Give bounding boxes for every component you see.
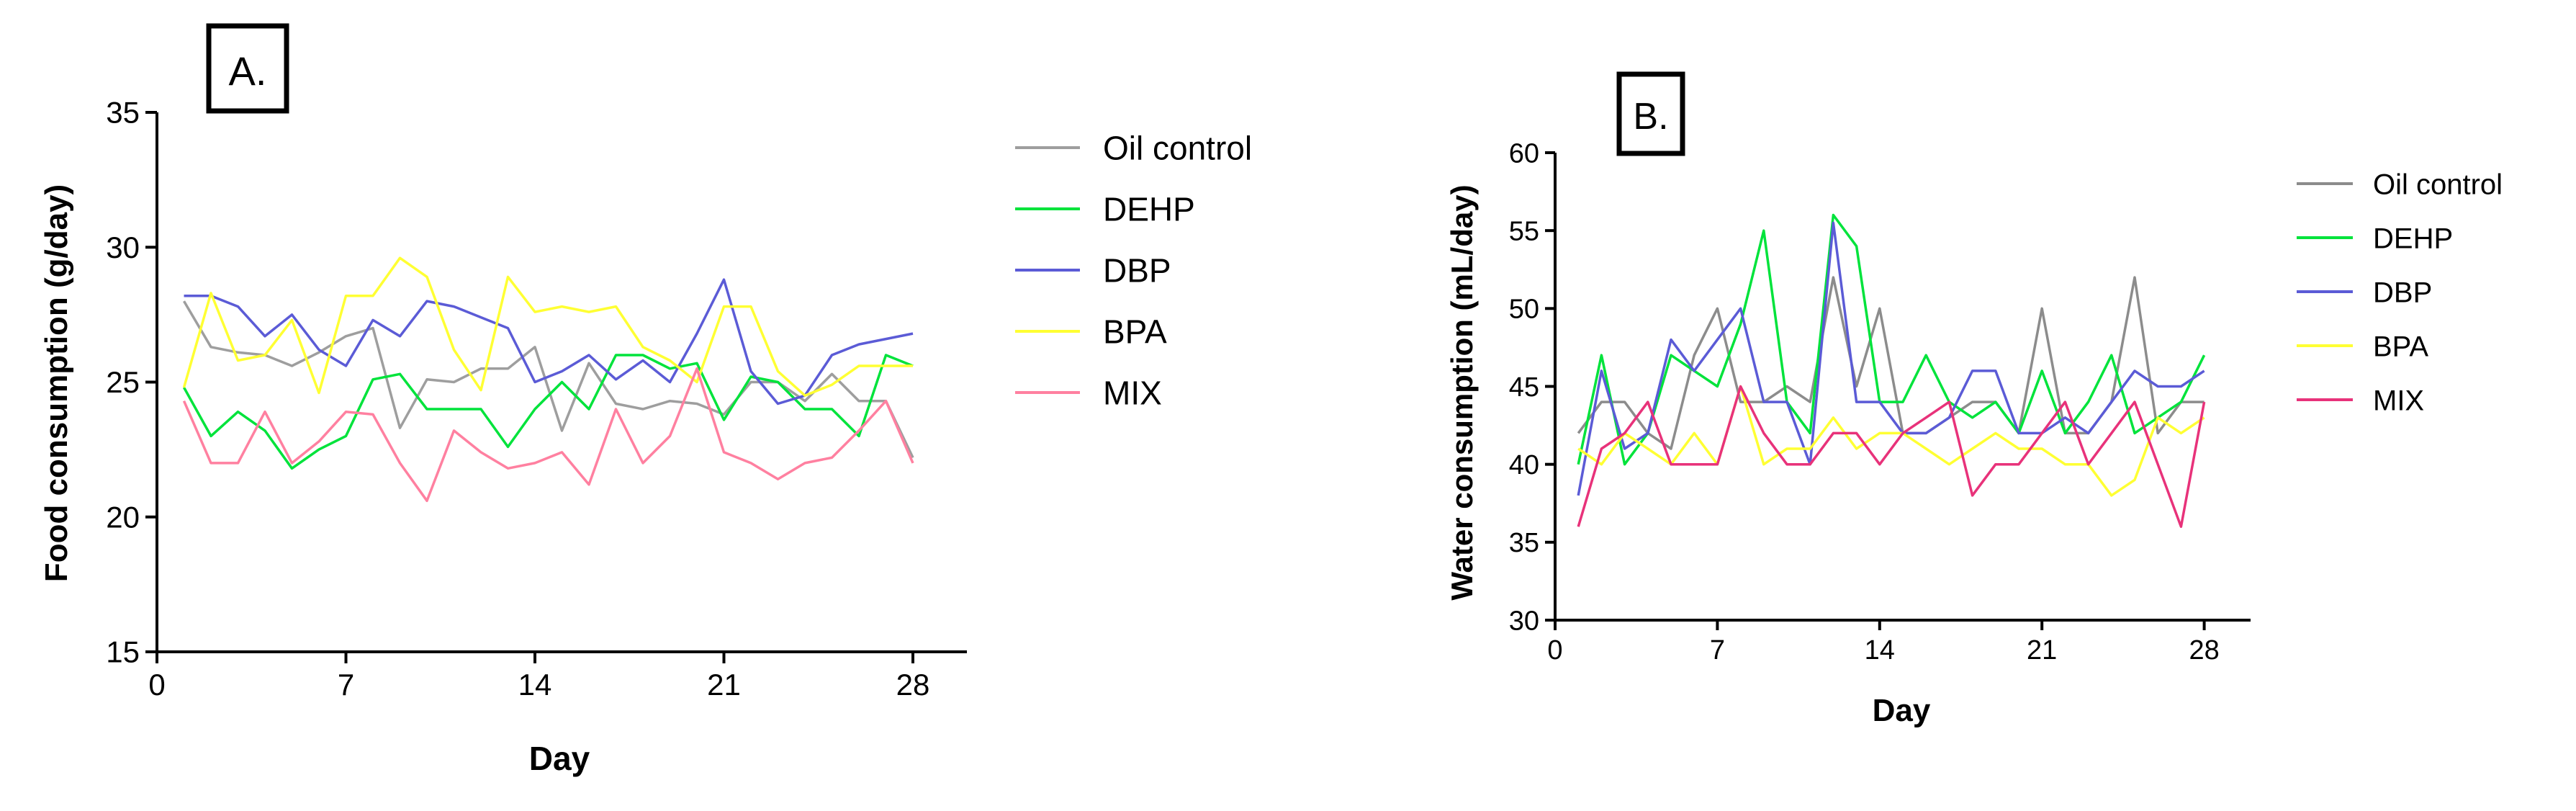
panel-b-legend-label: BPA bbox=[2373, 331, 2428, 362]
panel-b-y-tick-label: 35 bbox=[1509, 528, 1539, 558]
panel-a-x-tick-label: 14 bbox=[518, 668, 552, 702]
panel-b-series-dbp bbox=[1577, 221, 2205, 496]
panel-a-label: A. bbox=[229, 48, 267, 94]
panel-a-legend-label: DBP bbox=[1103, 252, 1171, 290]
panel-a-legend: Oil control DEHP DBP BPA MIX bbox=[1015, 130, 1252, 412]
panel-a-y-tick-label: 15 bbox=[106, 635, 140, 669]
panel-b-y-tick-label: 50 bbox=[1509, 295, 1539, 325]
panel-b-series-dehp bbox=[1577, 213, 2206, 466]
panel-b-x-axis-title: Day bbox=[1873, 693, 1931, 728]
panel-b-y-tick-label: 55 bbox=[1509, 216, 1539, 246]
panel-b-label-box bbox=[1616, 71, 1685, 156]
water-consumption-chart: B. Water consumption (mL/day) Day 30 35 40… bbox=[1445, 71, 2503, 728]
panel-a-legend-label: DEHP bbox=[1103, 191, 1195, 228]
panel-b-y-tick-label: 30 bbox=[1509, 606, 1539, 636]
panel-b-legend-label: Oil control bbox=[2373, 169, 2503, 200]
panel-b-series-mix bbox=[1577, 385, 2206, 528]
panel-a-legend-label: MIX bbox=[1103, 375, 1162, 412]
panel-b-y-tick-label: 60 bbox=[1509, 138, 1539, 169]
food-consumption-chart: A. Food consumption (g/day) Day 15 20 25 30… bbox=[39, 23, 1252, 777]
panel-b-x-tick-label: 0 bbox=[1547, 635, 1562, 666]
panel-a-label-box bbox=[206, 23, 289, 114]
panel-a-x-tick-label: 21 bbox=[707, 668, 741, 702]
panel-a-series-mix bbox=[182, 367, 914, 503]
panel-b-y-tick-label: 40 bbox=[1509, 450, 1539, 480]
panel-a-series-bpa bbox=[182, 256, 913, 397]
panel-b-legend: Oil control DEHP DBP BPA MIX bbox=[2297, 169, 2503, 416]
panel-b-label: B. bbox=[1633, 96, 1668, 138]
panel-a-x-axis-title: Day bbox=[529, 740, 590, 777]
panel-a-x-tick-label: 28 bbox=[896, 668, 930, 702]
panel-a-y-axis-title: Food consumption (g/day) bbox=[39, 184, 74, 582]
panel-a-y-tick-label: 35 bbox=[106, 96, 140, 130]
panel-b-x-tick-label: 28 bbox=[2189, 635, 2219, 666]
panel-b-y-tick-label: 45 bbox=[1509, 372, 1539, 403]
panel-a-y-tick-label: 20 bbox=[106, 500, 140, 534]
panel-b-series-bpa bbox=[1577, 385, 2205, 497]
panel-b-x-tick-label: 7 bbox=[1710, 635, 1725, 666]
panel-a-legend-label: Oil control bbox=[1103, 130, 1252, 167]
panel-a-legend-label: BPA bbox=[1103, 313, 1167, 351]
panel-b-x-tick-label: 21 bbox=[2027, 635, 2057, 666]
panel-b-legend-label: MIX bbox=[2373, 385, 2424, 416]
panel-a-series-dehp bbox=[182, 354, 914, 470]
panel-a-x-tick-label: 7 bbox=[338, 668, 354, 702]
panel-a-y-tick-label: 30 bbox=[106, 230, 140, 264]
panel-b-x-tick-label: 14 bbox=[1865, 635, 1895, 666]
panel-b-legend-label: DEHP bbox=[2373, 223, 2453, 254]
panel-a-series-dbp bbox=[184, 278, 914, 406]
panel-a-y-tick-label: 25 bbox=[106, 365, 140, 399]
panel-b-series-oil-control bbox=[1577, 276, 2205, 450]
panel-b-legend-label: DBP bbox=[2373, 277, 2432, 308]
panel-a-x-tick-label: 0 bbox=[148, 668, 165, 702]
panel-b-y-axis-title: Water consumption (mL/day) bbox=[1445, 184, 1479, 600]
